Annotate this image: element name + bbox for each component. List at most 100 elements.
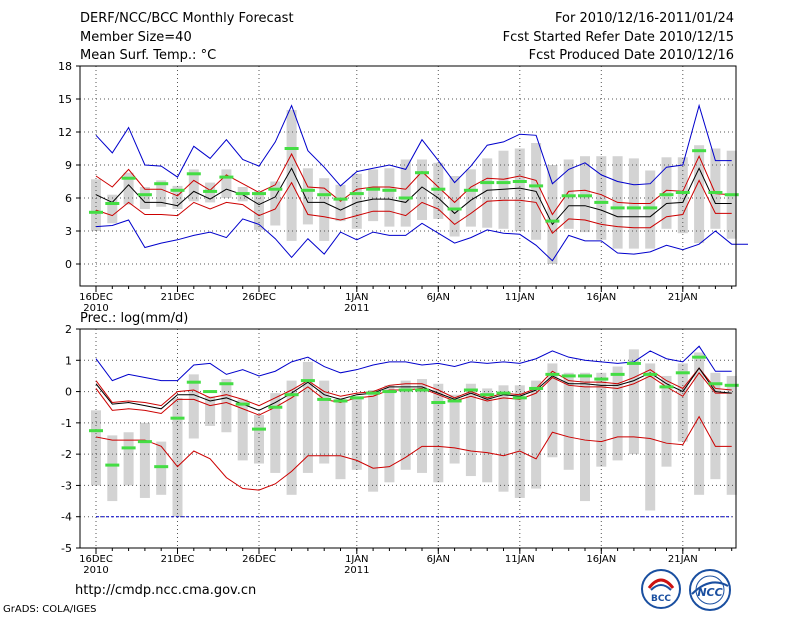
y-tick-label: 0 <box>65 258 72 271</box>
ensemble-mean-marker <box>724 383 739 387</box>
x-tick-label: 11JAN <box>505 292 535 303</box>
ensemble-box <box>188 374 199 439</box>
x-tick-label: 11JAN <box>505 554 535 565</box>
bcc-logo: BCC <box>641 569 681 609</box>
y-tick-label: -3 <box>61 479 72 492</box>
ensemble-box <box>400 159 411 227</box>
ensemble-mean-marker <box>529 184 544 188</box>
ensemble-box <box>237 399 248 461</box>
ensemble-mean-marker <box>675 371 690 375</box>
ensemble-mean-marker <box>170 416 185 420</box>
y-tick-label: 2 <box>65 323 72 336</box>
ensemble-box <box>302 168 313 225</box>
ensemble-mean-marker <box>235 192 250 196</box>
median-line <box>95 167 732 226</box>
y-tick-label: 12 <box>58 126 72 139</box>
ensemble-box <box>531 380 542 489</box>
ensemble-mean-marker <box>170 188 185 192</box>
ensemble-box <box>123 172 134 205</box>
x-tick-label: 1JAN <box>345 292 368 303</box>
x-tick-label: 16DEC <box>79 292 113 303</box>
y-tick-label: 3 <box>65 225 72 238</box>
ensemble-mean-marker <box>643 206 658 210</box>
ensemble-mean-marker <box>382 188 397 192</box>
ensemble-mean-marker <box>626 361 641 365</box>
ensemble-box <box>335 184 346 222</box>
ensemble-box <box>514 148 525 231</box>
website-url[interactable]: http://cmdp.ncc.cma.gov.cn <box>75 583 257 598</box>
ensemble-mean-marker <box>300 379 315 383</box>
ensemble-box <box>563 159 574 229</box>
ncc-logo-text: NCC <box>697 586 722 599</box>
ensemble-box <box>319 380 330 464</box>
ensemble-mean-marker <box>708 191 723 194</box>
y-tick-label: 1 <box>65 354 72 367</box>
ensemble-mean-marker <box>203 189 218 193</box>
ensemble-box <box>156 180 167 207</box>
x-tick-label: 6JAN <box>427 292 450 303</box>
ensemble-box <box>286 380 297 495</box>
ensemble-box <box>107 435 118 502</box>
median-line <box>95 367 732 411</box>
ensemble-mean-marker <box>105 202 120 205</box>
lower-percentile-line <box>95 415 732 491</box>
ensemble-box <box>580 372 590 502</box>
ensemble-mean-marker <box>252 192 266 196</box>
ensemble-mean-marker <box>480 393 495 397</box>
ensemble-mean-marker <box>268 187 283 191</box>
ensemble-box <box>302 361 313 473</box>
ensemble-box <box>612 366 623 461</box>
ensemble-mean-marker <box>300 188 315 192</box>
ensemble-mean-marker <box>252 427 266 431</box>
ensemble-mean-marker <box>675 191 690 194</box>
ensemble-mean-marker <box>480 181 495 185</box>
upper-percentile-line <box>95 152 732 216</box>
ensemble-box <box>270 181 281 226</box>
ensemble-mean-marker <box>89 210 103 214</box>
ensemble-box <box>188 169 199 202</box>
ensemble-mean-marker <box>692 355 707 359</box>
ensemble-mean-marker <box>219 382 234 386</box>
bcc-logo-text: BCC <box>651 594 671 604</box>
ensemble-mean-marker <box>692 149 707 153</box>
ensemble-mean-marker <box>545 219 560 223</box>
ensemble-mean-marker <box>447 207 462 211</box>
ensemble-box <box>384 168 395 227</box>
x-tick-year: 2011 <box>344 565 369 576</box>
x-tick-label: 16JAN <box>586 554 616 565</box>
ensemble-mean-marker <box>398 196 413 200</box>
ensemble-box <box>286 110 297 241</box>
x-tick-label: 21JAN <box>668 554 698 565</box>
ensemble-box <box>694 352 705 495</box>
plot-frame <box>79 65 737 287</box>
ensemble-mean-marker <box>594 377 609 381</box>
ensemble-mean-marker <box>561 374 576 378</box>
x-tick-year: 2010 <box>83 303 108 314</box>
ensemble-mean-marker <box>203 390 218 394</box>
ensemble-mean-marker <box>235 402 250 406</box>
ensemble-box <box>580 156 590 233</box>
y-tick-label: -1 <box>61 417 72 430</box>
ensemble-box <box>498 150 509 229</box>
ensemble-mean-marker <box>415 388 429 392</box>
ensemble-mean-marker <box>545 372 560 376</box>
ensemble-box <box>710 372 721 480</box>
y-tick-label: -2 <box>61 448 72 461</box>
ensemble-box <box>91 410 101 486</box>
ensemble-mean-marker <box>137 193 152 197</box>
x-tick-label: 1JAN <box>345 554 368 565</box>
x-tick-label: 21DEC <box>161 554 195 565</box>
ensemble-box <box>139 422 150 498</box>
ensemble-box <box>351 173 362 229</box>
ensemble-box <box>710 148 721 229</box>
ensemble-mean-marker <box>496 181 511 185</box>
ensemble-mean-marker <box>349 192 364 196</box>
ensemble-box <box>465 169 476 227</box>
ensemble-mean-marker <box>121 446 136 450</box>
ensemble-box <box>417 159 427 220</box>
x-tick-year: 2010 <box>83 565 108 576</box>
ensemble-mean-marker <box>154 182 169 186</box>
ensemble-box <box>645 170 656 249</box>
ensemble-mean-marker <box>186 172 201 176</box>
ensemble-mean-marker <box>268 405 283 409</box>
